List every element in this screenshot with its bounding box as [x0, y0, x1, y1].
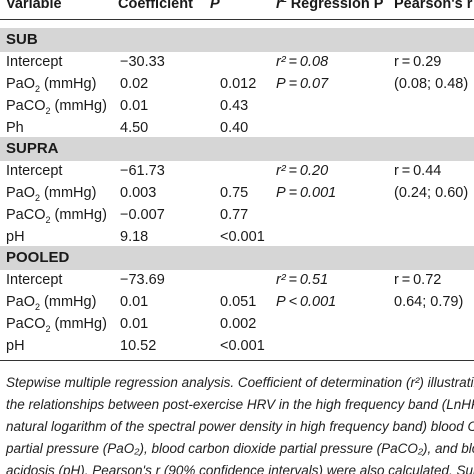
row-coefficient: 9.18: [120, 229, 149, 245]
row-coefficient: −73.69: [120, 272, 165, 288]
row-variable: PaCO2 (mmHg): [6, 316, 107, 334]
caption-line: Stepwise multiple regression analysis. C…: [6, 375, 474, 390]
table-bottom-rule: [0, 360, 474, 361]
group-label: POOLED: [6, 249, 70, 266]
row-variable: PaO2 (mmHg): [6, 76, 97, 94]
row-regression: r² = 0.20: [276, 163, 329, 179]
header-rule: [0, 19, 474, 20]
row-pearson: r = 0.72: [394, 272, 442, 288]
row-variable: Intercept: [6, 163, 63, 179]
caption-line: partial pressure (PaO₂), blood carbon di…: [6, 441, 474, 456]
row-p-value: 0.40: [220, 120, 249, 136]
row-variable: Ph: [6, 120, 24, 136]
group-label: SUB: [6, 31, 38, 48]
caption-line: the relationships between post-exercise …: [6, 397, 474, 412]
caption-line: natural logarithm of the spectral power …: [6, 419, 474, 434]
header-regression: r2 Regression P: [276, 0, 384, 12]
row-coefficient: −61.73: [120, 163, 165, 179]
row-variable: pH: [6, 229, 25, 245]
header-variable: Variable: [6, 0, 62, 12]
row-variable: Intercept: [6, 54, 63, 70]
row-coefficient: 0.01: [120, 316, 149, 332]
row-coefficient: 10.52: [120, 338, 157, 354]
row-coefficient: 0.02: [120, 76, 149, 92]
group-band-pooled: POOLED: [0, 246, 474, 270]
row-pearson: (0.24; 0.60): [394, 185, 469, 201]
group-band-supra: SUPRA: [0, 137, 474, 161]
row-regression: P = 0.07: [276, 76, 329, 92]
row-p-value: <0.001: [220, 229, 265, 245]
row-coefficient: −30.33: [120, 54, 165, 70]
header-p: P: [210, 0, 220, 12]
row-coefficient: 0.01: [120, 294, 149, 310]
row-coefficient: 0.01: [120, 98, 149, 114]
row-pearson: r = 0.29: [394, 54, 442, 70]
row-regression: r² = 0.51: [276, 272, 329, 288]
row-p-value: 0.43: [220, 98, 249, 114]
row-p-value: 0.051: [220, 294, 257, 310]
header-pearson: Pearson's r: [394, 0, 473, 12]
row-p-value: 0.75: [220, 185, 249, 201]
row-coefficient: 0.003: [120, 185, 157, 201]
group-label: SUPRA: [6, 140, 59, 157]
row-regression: r² = 0.08: [276, 54, 329, 70]
row-variable: PaO2 (mmHg): [6, 185, 97, 203]
row-variable: PaCO2 (mmHg): [6, 98, 107, 116]
row-regression: P = 0.001: [276, 185, 337, 201]
row-p-value: 0.002: [220, 316, 257, 332]
caption-line: acidosis (pH). Pearson's r (90% confiden…: [6, 463, 474, 474]
row-coefficient: 4.50: [120, 120, 149, 136]
row-p-value: 0.012: [220, 76, 257, 92]
row-variable: Intercept: [6, 272, 63, 288]
row-variable: PaO2 (mmHg): [6, 294, 97, 312]
row-variable: PaCO2 (mmHg): [6, 207, 107, 225]
row-variable: pH: [6, 338, 25, 354]
row-pearson: 0.64; 0.79): [394, 294, 464, 310]
table-caption: Stepwise multiple regression analysis. C…: [6, 372, 474, 474]
row-p-value: <0.001: [220, 338, 265, 354]
row-regression: P < 0.001: [276, 294, 337, 310]
row-pearson: r = 0.44: [394, 163, 442, 179]
row-p-value: 0.77: [220, 207, 249, 223]
header-coefficient: Coefficient: [118, 0, 193, 12]
row-coefficient: −0.007: [120, 207, 165, 223]
group-band-sub: SUB: [0, 28, 474, 52]
row-pearson: (0.08; 0.48): [394, 76, 469, 92]
